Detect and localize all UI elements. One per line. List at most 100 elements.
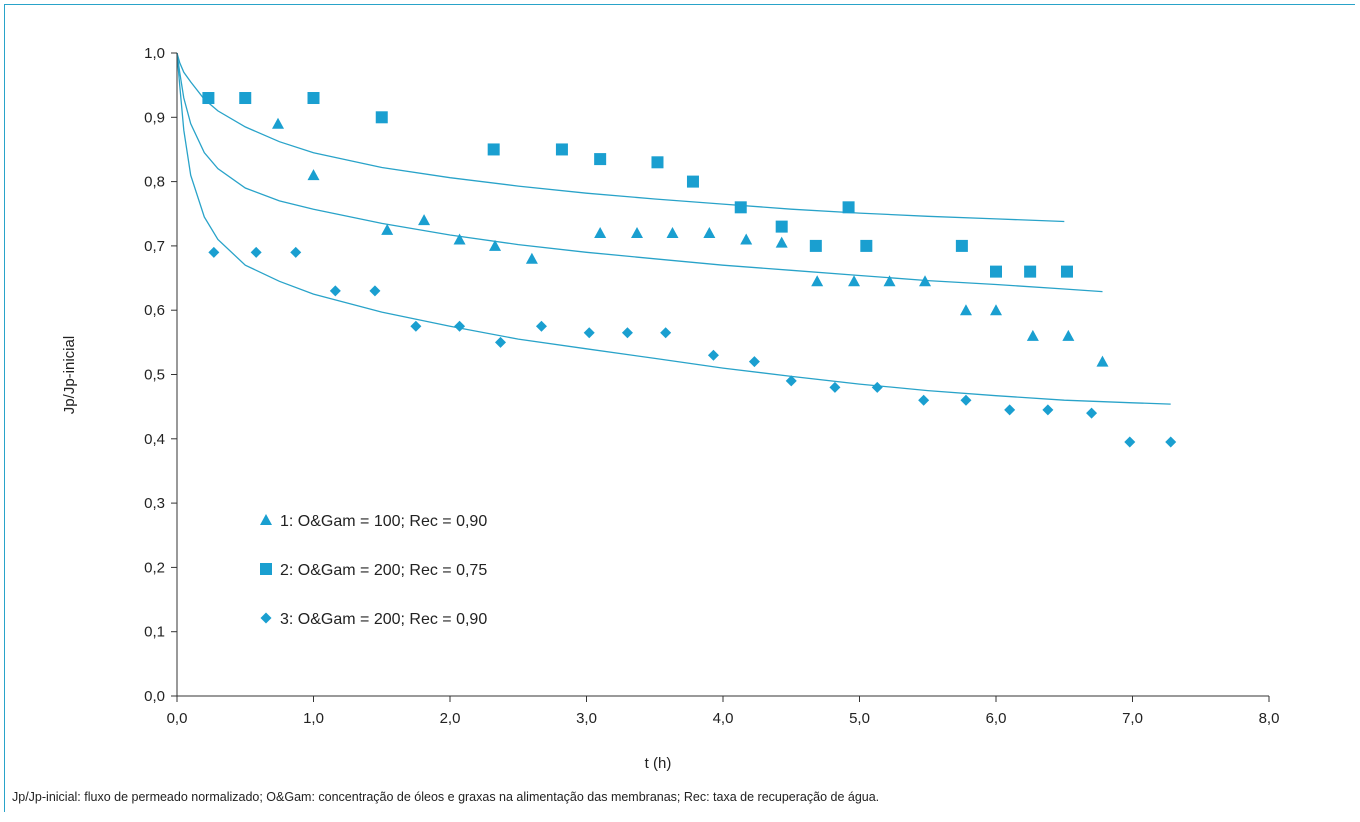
data-point-series-2 <box>594 153 607 166</box>
data-point-series-2 <box>1060 265 1073 278</box>
data-point-series-1 <box>848 275 861 287</box>
data-point-series-2 <box>202 92 215 105</box>
data-point-series-3 <box>410 320 422 332</box>
legend-label-1: 1: O&Gam = 100; Rec = 0,90 <box>280 513 487 530</box>
data-point-series-2 <box>686 175 699 188</box>
data-point-series-1 <box>1026 329 1039 341</box>
data-point-series-2 <box>955 239 968 252</box>
y-tick-label: 1,0 <box>144 45 165 62</box>
legend-marker-2 <box>260 563 272 575</box>
data-point-series-1 <box>666 227 679 239</box>
data-point-series-1 <box>453 233 466 245</box>
data-point-series-3 <box>829 381 841 393</box>
data-point-series-2 <box>842 201 855 214</box>
data-point-series-1 <box>381 223 394 235</box>
data-point-series-3 <box>918 394 930 406</box>
data-point-series-2 <box>809 239 822 252</box>
data-point-series-1 <box>775 236 788 248</box>
x-tick-label: 2,0 <box>440 710 461 727</box>
data-point-series-3 <box>535 320 547 332</box>
data-point-series-3 <box>329 285 341 297</box>
fit-curve <box>176 52 1103 293</box>
data-point-series-3 <box>621 327 633 339</box>
data-point-series-3 <box>660 327 672 339</box>
data-point-series-3 <box>1004 404 1016 416</box>
data-point-series-1 <box>811 275 824 287</box>
data-point-series-3 <box>748 356 760 368</box>
legend-label-2: 2: O&Gam = 200; Rec = 0,75 <box>280 562 487 579</box>
data-point-series-3 <box>583 327 595 339</box>
figure-frame <box>4 4 1355 812</box>
data-point-series-1 <box>919 275 932 287</box>
data-point-series-1 <box>594 227 607 239</box>
data-point-series-3 <box>495 336 507 348</box>
fit-curve <box>176 52 1065 223</box>
data-point-series-3 <box>871 381 883 393</box>
data-point-series-2 <box>375 111 388 124</box>
data-point-series-1 <box>959 304 972 316</box>
data-point-series-2 <box>239 92 252 105</box>
data-point-series-2 <box>990 265 1002 278</box>
y-tick-label: 0,0 <box>144 688 165 705</box>
data-point-series-3 <box>250 246 262 258</box>
data-point-series-3 <box>785 375 797 387</box>
x-tick-label: 6,0 <box>986 710 1007 727</box>
data-point-series-1 <box>489 239 502 251</box>
data-point-series-1 <box>1096 355 1109 367</box>
x-tick-label: 4,0 <box>713 710 734 727</box>
y-tick-label: 0,4 <box>144 431 165 448</box>
data-point-series-1 <box>740 233 753 245</box>
data-point-series-3 <box>1086 407 1098 419</box>
x-tick-label: 1,0 <box>303 710 324 727</box>
legend-label-3: 3: O&Gam = 200; Rec = 0,90 <box>280 611 487 628</box>
y-tick-label: 0,5 <box>144 367 165 384</box>
x-axis-label: t (h) <box>645 755 672 772</box>
data-point-series-2 <box>1024 265 1037 278</box>
data-point-series-1 <box>525 252 538 264</box>
data-point-series-2 <box>734 201 747 214</box>
axes <box>176 53 1269 697</box>
fit-curves <box>176 52 1171 405</box>
data-point-series-1 <box>631 227 644 239</box>
y-axis-label: Jp/Jp-inicial <box>61 336 78 414</box>
data-point-series-2 <box>860 239 873 252</box>
data-point-series-3 <box>1124 436 1136 448</box>
legend-marker-3 <box>260 612 272 624</box>
x-tick-label: 7,0 <box>1122 710 1143 727</box>
data-point-series-3 <box>1042 404 1054 416</box>
data-point-series-3 <box>454 320 466 332</box>
data-point-series-1 <box>307 169 320 181</box>
fit-curve <box>176 52 1171 405</box>
data-point-series-3 <box>707 349 719 361</box>
data-point-series-1 <box>703 227 716 239</box>
data-point-series-2 <box>307 92 320 105</box>
data-point-series-3 <box>369 285 381 297</box>
data-point-series-1 <box>418 214 431 226</box>
y-tick-label: 0,7 <box>144 238 165 255</box>
data-point-series-1 <box>1062 329 1075 341</box>
data-point-series-3 <box>290 246 302 258</box>
data-point-series-2 <box>487 143 500 156</box>
y-tick-label: 0,8 <box>144 174 165 191</box>
data-point-series-3 <box>960 394 972 406</box>
data-point-series-2 <box>651 156 664 169</box>
x-tick-label: 0,0 <box>167 710 188 727</box>
data-point-series-2 <box>775 220 788 233</box>
ticks: 0,0 1,0 2,0 3,0 4,0 5,0 6,0 7,0 8,0 0,0 0,1 0,2 0,3 0… <box>144 45 1279 727</box>
data-point-series-1 <box>272 117 285 129</box>
y-tick-label: 0,1 <box>144 624 165 641</box>
y-tick-label: 0,6 <box>144 302 165 319</box>
data-point-series-2 <box>555 143 568 156</box>
data-point-series-1 <box>990 304 1002 316</box>
chart: 0,0 1,0 2,0 3,0 4,0 5,0 6,0 7,0 8,0 0,0 0,1 0,2 0,3 0… <box>61 45 1279 772</box>
x-tick-label: 8,0 <box>1259 710 1280 727</box>
x-tick-label: 5,0 <box>849 710 870 727</box>
data-point-series-1 <box>883 275 896 287</box>
x-tick-label: 3,0 <box>576 710 597 727</box>
legend-marker-1 <box>260 514 272 525</box>
y-tick-label: 0,9 <box>144 109 165 126</box>
y-tick-label: 0,3 <box>144 495 165 512</box>
footnote: Jp/Jp-inicial: fluxo de permeado normali… <box>12 790 880 804</box>
y-tick-label: 0,2 <box>144 559 165 576</box>
data-markers <box>202 92 1177 448</box>
